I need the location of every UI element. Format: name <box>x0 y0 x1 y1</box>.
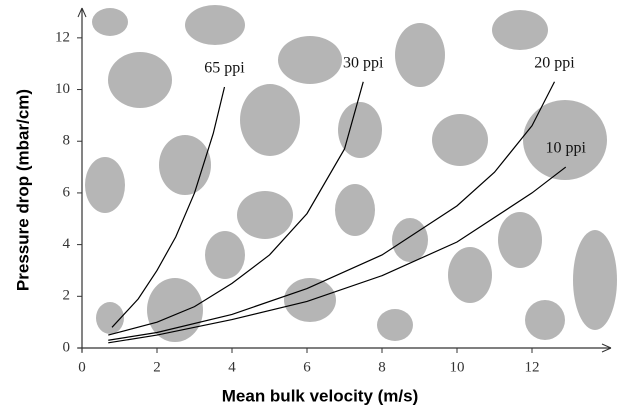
y-tick-label: 6 <box>63 184 71 200</box>
x-tick-label: 2 <box>153 359 161 375</box>
series-line <box>108 166 567 344</box>
foam-blob <box>205 231 245 279</box>
y-tick-label: 2 <box>63 288 71 304</box>
y-tick-label: 4 <box>63 236 71 252</box>
foam-blob <box>96 302 124 334</box>
foam-blob <box>108 52 172 108</box>
foam-blob <box>448 247 492 303</box>
foam-blob <box>432 114 488 166</box>
x-tick-label: 4 <box>228 359 236 375</box>
foam-blob <box>185 5 245 45</box>
x-tick-label: 6 <box>303 359 311 375</box>
x-tick-label: 8 <box>378 359 386 375</box>
foam-blob <box>335 184 375 236</box>
foam-blob <box>523 100 607 180</box>
series-label: 65 ppi <box>204 60 245 77</box>
foam-blob <box>525 300 565 340</box>
x-axis-arrow <box>601 343 612 353</box>
x-tick-label: 10 <box>450 359 465 375</box>
y-axis-title: Pressure drop (mbar/cm) <box>13 89 32 291</box>
series-line <box>108 81 364 336</box>
y-tick-label: 12 <box>55 29 70 45</box>
series-label: 20 ppi <box>534 54 575 71</box>
foam-blob <box>338 102 382 158</box>
y-axis-arrow <box>77 7 87 18</box>
series-label: 30 ppi <box>343 54 384 71</box>
foam-blob <box>498 212 542 268</box>
series-line <box>108 81 556 341</box>
foam-blob <box>240 84 300 156</box>
y-tick-label: 8 <box>63 133 71 149</box>
foam-blob <box>85 157 125 213</box>
series-label: 10 ppi <box>546 140 587 157</box>
foam-blob <box>392 218 428 262</box>
foam-blob <box>395 23 445 87</box>
x-tick-label: 0 <box>78 359 86 375</box>
foam-background <box>85 5 617 342</box>
foam-blob <box>147 278 203 342</box>
foam-blob <box>237 191 293 239</box>
foam-blob <box>492 10 548 50</box>
series-line <box>111 86 226 328</box>
foam-blob <box>377 309 413 341</box>
foam-blob <box>92 8 128 36</box>
y-tick-label: 0 <box>63 339 71 355</box>
foam-blob <box>573 230 617 330</box>
y-tick-label: 10 <box>55 81 70 97</box>
x-axis-title: Mean bulk velocity (m/s) <box>222 386 419 405</box>
x-tick-label: 12 <box>525 359 540 375</box>
foam-blob <box>278 36 342 84</box>
